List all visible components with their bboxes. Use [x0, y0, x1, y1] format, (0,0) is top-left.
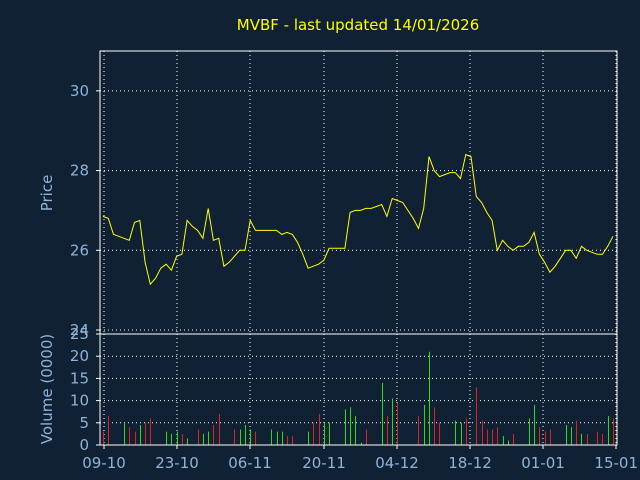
panel-frames [99, 50, 618, 446]
volume-tick-label: 0 [79, 436, 89, 454]
volume-tick-label: 5 [79, 414, 89, 432]
chart-title: MVBF - last updated 14/01/2026 [237, 16, 480, 34]
price-line-group [102, 153, 614, 286]
price-y-ticks: 24 26 28 30 [70, 82, 100, 339]
x-tick-label: 18-12 [448, 454, 492, 472]
price-tick-label: 30 [70, 82, 89, 100]
price-line [102, 153, 614, 286]
volume-tick-label: 20 [70, 347, 89, 365]
price-axis-title: Price [38, 175, 56, 212]
price-tick-label: 24 [70, 321, 89, 339]
volume-y-ticks: 0 5 10 15 20 25 [70, 325, 100, 454]
volume-bars [103, 351, 614, 445]
x-tick-label: 09-10 [82, 454, 126, 472]
price-tick-label: 28 [70, 162, 89, 180]
volume-tick-label: 10 [70, 392, 89, 410]
x-tick-label: 01-01 [521, 454, 565, 472]
x-tick-label: 06-11 [228, 454, 272, 472]
x-tick-label: 20-11 [302, 454, 346, 472]
volume-axis-title: Volume (0000) [38, 334, 56, 444]
volume-tick-label: 15 [70, 369, 89, 387]
volume-tick-label: 25 [70, 325, 89, 343]
x-tick-label: 15-01 [594, 454, 638, 472]
x-tick-label: 04-12 [375, 454, 419, 472]
x-tick-label: 23-10 [155, 454, 199, 472]
price-tick-label: 26 [70, 241, 89, 259]
x-axis-ticks: 09-10 23-10 06-11 20-11 04-12 18-12 01-01 15-01 [82, 445, 638, 472]
volume-panel-frame [99, 333, 618, 446]
